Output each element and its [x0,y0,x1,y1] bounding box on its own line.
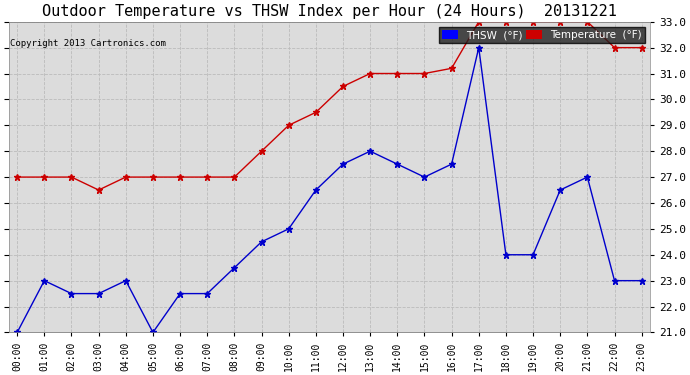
Legend: THSW  (°F), Temperature  (°F): THSW (°F), Temperature (°F) [439,27,644,44]
Text: Copyright 2013 Cartronics.com: Copyright 2013 Cartronics.com [10,39,166,48]
Title: Outdoor Temperature vs THSW Index per Hour (24 Hours)  20131221: Outdoor Temperature vs THSW Index per Ho… [42,4,617,19]
